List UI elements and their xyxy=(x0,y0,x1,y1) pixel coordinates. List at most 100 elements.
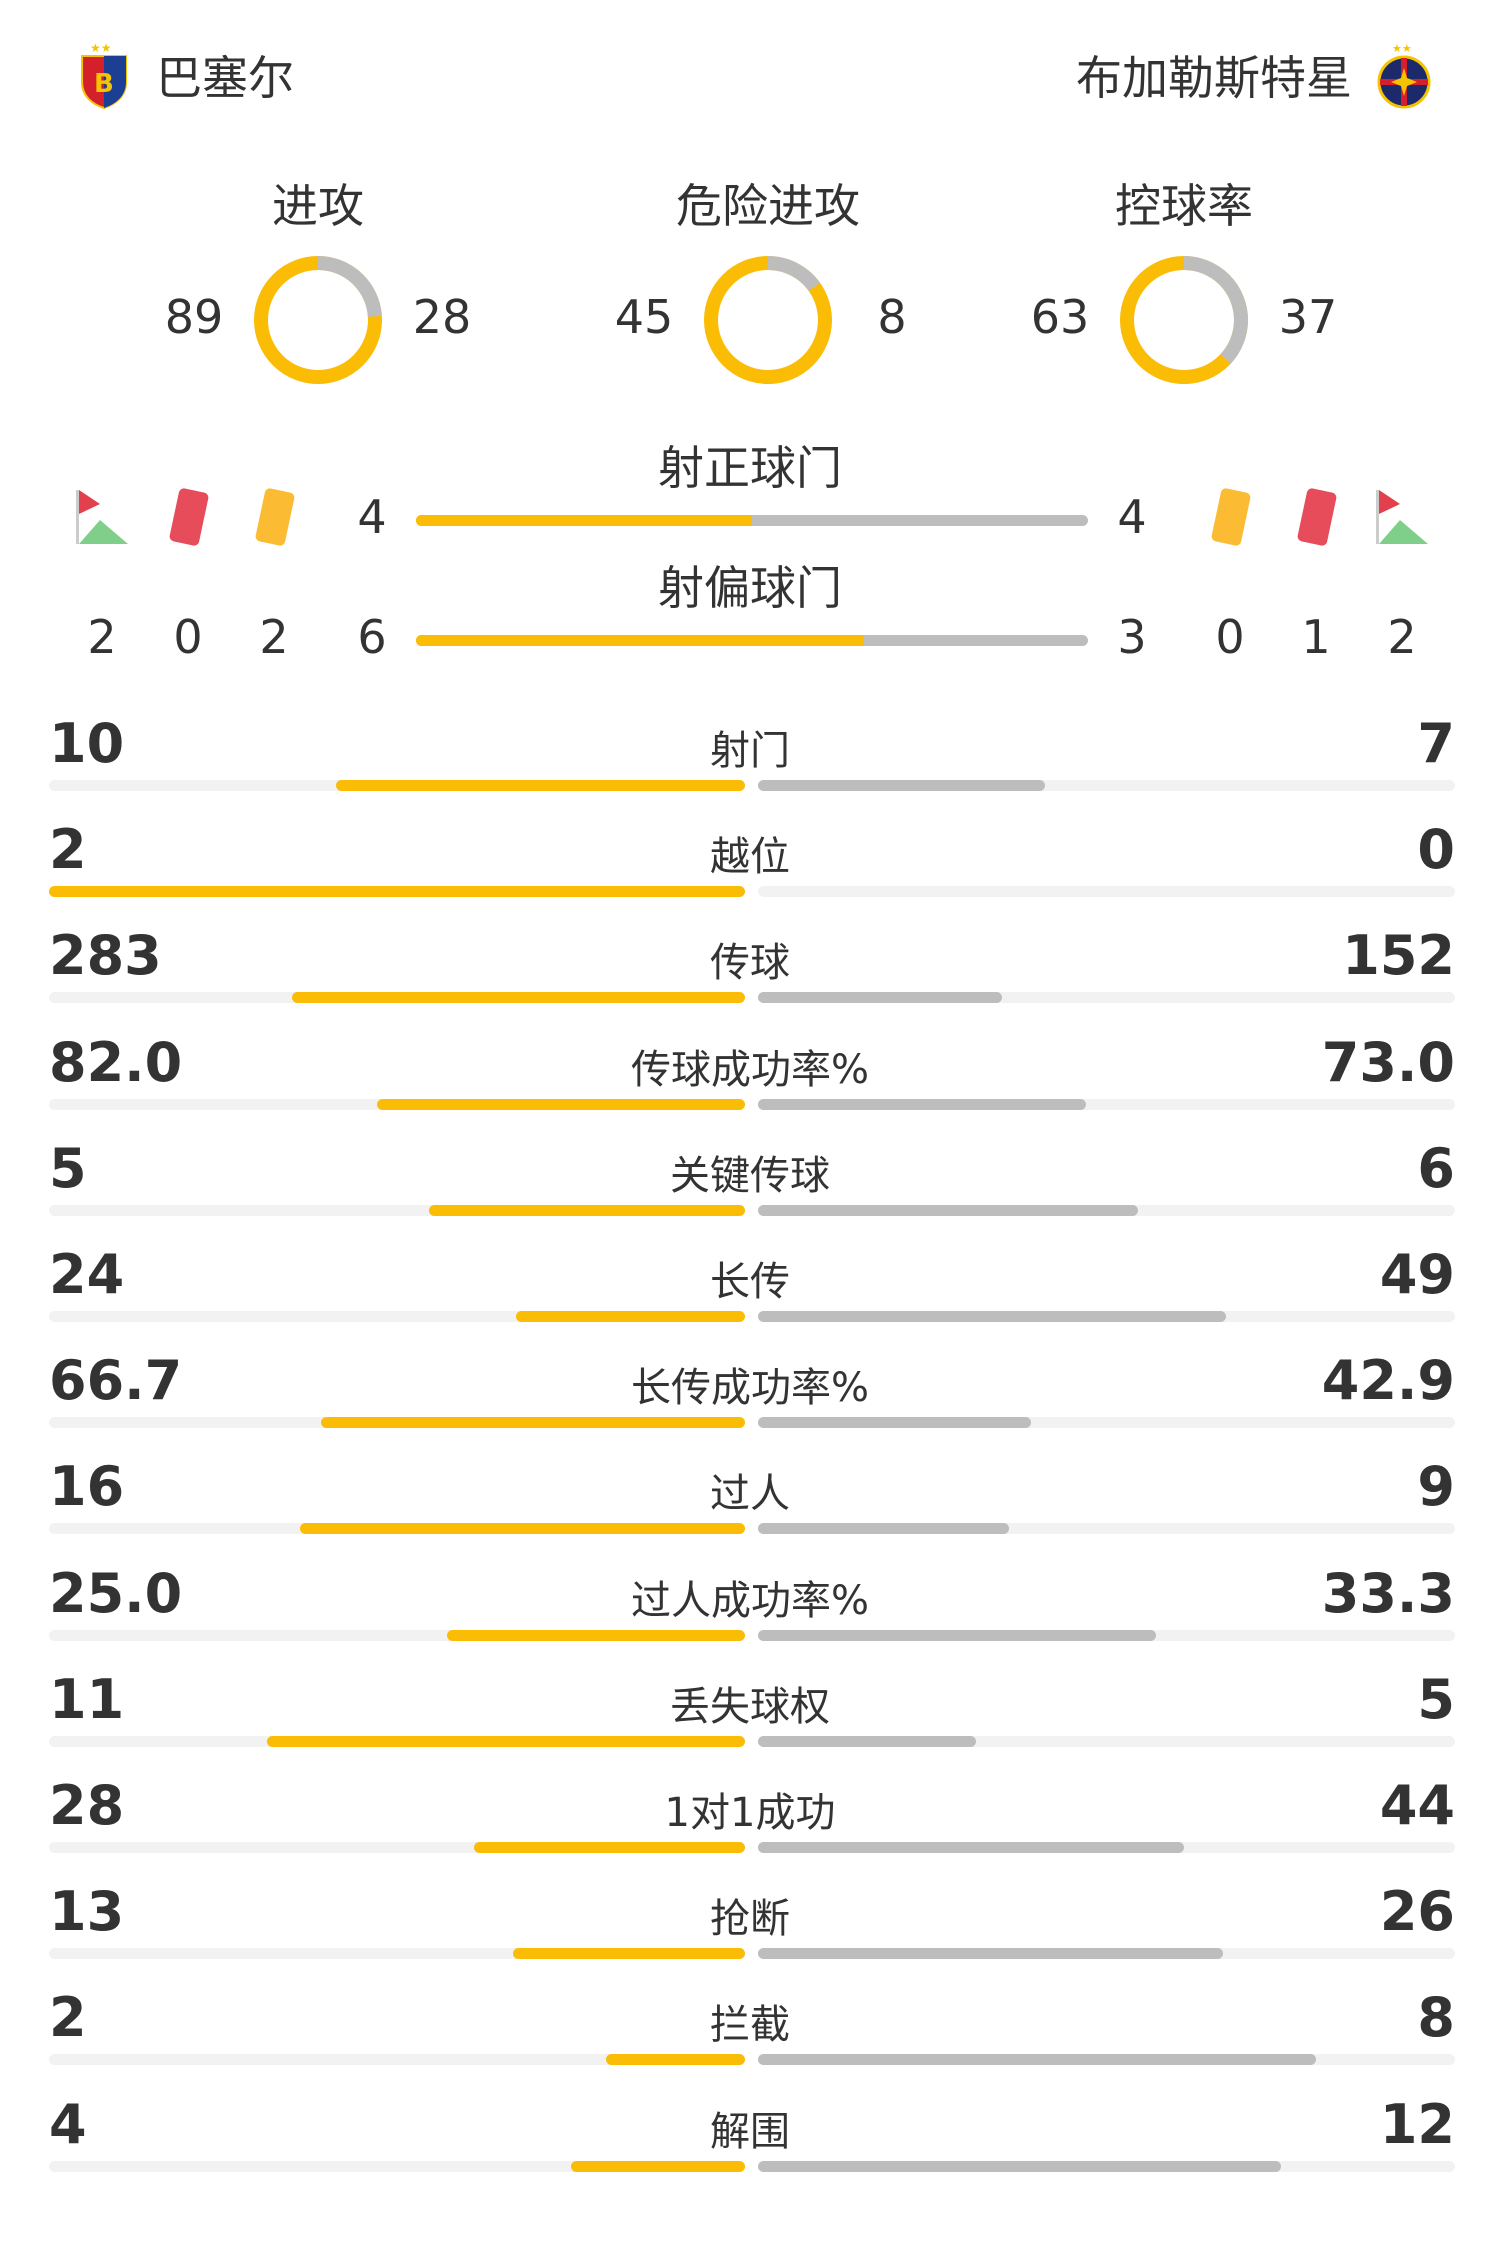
stat-row: 82.0 传球成功率% 73.0 xyxy=(0,1031,1500,1137)
stat-home-track xyxy=(49,1098,745,1110)
home-team[interactable]: ★★ B 巴塞尔 xyxy=(76,40,294,110)
away-team[interactable]: 布加勒斯特星 ★★ xyxy=(1076,40,1432,110)
stat-away-bar xyxy=(758,1417,1031,1429)
stat-label: 1对1成功 xyxy=(664,1790,836,1836)
home-shots-off: 6 xyxy=(357,610,387,664)
stat-label: 长传 xyxy=(710,1259,790,1305)
stat-row: 25.0 过人成功率% 33.3 xyxy=(0,1562,1500,1668)
stat-home-value: 28 xyxy=(49,1774,125,1837)
stat-row: 66.7 长传成功率% 42.9 xyxy=(0,1349,1500,1455)
stat-away-track xyxy=(758,1523,1455,1535)
stat-home-value: 2 xyxy=(49,1986,87,2050)
stat-label: 传球成功率% xyxy=(630,1046,869,1093)
stat-away-value: 33.3 xyxy=(1321,1561,1455,1625)
stat-home-value: 4 xyxy=(49,2092,87,2156)
stat-home-bar xyxy=(474,1842,745,1853)
stat-away-track xyxy=(758,1629,1455,1641)
stat-home-bar xyxy=(428,1204,745,1216)
stat-home-track xyxy=(49,1629,745,1641)
stat-label: 拦截 xyxy=(710,2002,790,2049)
home-corner-flag-icon xyxy=(76,490,128,544)
stat-label: 传球 xyxy=(710,940,790,987)
stat-away-value: 7 xyxy=(1417,712,1455,775)
stat-home-track xyxy=(49,886,745,898)
away-red-cards: 1 xyxy=(1301,610,1331,664)
stat-away-track xyxy=(758,1417,1455,1429)
stat-away-track xyxy=(758,1735,1455,1747)
stat-home-bar xyxy=(571,2160,745,2172)
stat-away-bar xyxy=(758,2054,1316,2066)
stat-away-track xyxy=(758,1204,1455,1216)
stat-label: 过人 xyxy=(710,1471,790,1518)
stat-away-value: 5 xyxy=(1417,1667,1455,1731)
stat-label: 关键传球 xyxy=(670,1152,830,1199)
stat-away-value: 8 xyxy=(1417,1986,1455,2050)
svg-text:B: B xyxy=(94,69,114,99)
away-yellow-card-icon xyxy=(1211,488,1251,546)
shots-on-target-label: 射正球门 xyxy=(658,441,842,495)
stat-away-bar xyxy=(758,1948,1223,1960)
stat-away-bar xyxy=(758,1098,1087,1110)
stat-away-value: 6 xyxy=(1417,1136,1455,1200)
home-red-card-icon xyxy=(169,488,209,546)
donut-chart xyxy=(1120,256,1248,384)
stat-away-track xyxy=(758,1098,1455,1110)
stat-home-bar xyxy=(605,2054,745,2066)
home-yellow-cards: 2 xyxy=(259,610,289,664)
stat-row: 16 过人 9 xyxy=(0,1455,1500,1561)
stat-home-value: 16 xyxy=(49,1455,125,1519)
stat-home-bar xyxy=(513,1948,745,1960)
donut-away-value: 28 xyxy=(412,290,472,344)
svg-text:★★: ★★ xyxy=(1392,42,1412,55)
donut-away-value: 37 xyxy=(1278,290,1338,344)
stat-away-bar xyxy=(758,1735,976,1747)
stat-row: 24 长传 49 xyxy=(0,1243,1500,1349)
stat-home-bar xyxy=(292,992,745,1004)
donut-title: 控球率 xyxy=(1115,179,1253,233)
stat-home-bar xyxy=(516,1311,745,1322)
stat-home-value: 13 xyxy=(49,1880,125,1944)
shots-off-target-label: 射偏球门 xyxy=(658,561,842,615)
stat-home-value: 283 xyxy=(49,924,162,988)
stat-away-bar xyxy=(758,2160,1281,2172)
stat-home-value: 25.0 xyxy=(49,1561,183,1625)
stat-home-track xyxy=(49,1735,745,1747)
donut-chart xyxy=(254,256,382,384)
stat-away-value: 26 xyxy=(1379,1880,1455,1944)
stat-label: 丢失球权 xyxy=(670,1683,830,1730)
stat-home-track xyxy=(49,780,745,791)
stat-away-track xyxy=(758,1948,1455,1960)
stat-away-track xyxy=(758,992,1455,1004)
stat-away-track xyxy=(758,1842,1455,1853)
home-team-name: 巴塞尔 xyxy=(156,51,294,105)
stat-home-value: 2 xyxy=(49,818,87,882)
stat-away-bar xyxy=(758,1629,1157,1641)
donut-home-value: 45 xyxy=(614,290,674,344)
stat-home-track xyxy=(49,2160,745,2172)
stat-away-value: 73.0 xyxy=(1321,1030,1455,1094)
stat-away-value: 12 xyxy=(1379,2092,1455,2156)
stat-row: 5 关键传球 6 xyxy=(0,1137,1500,1243)
stat-home-track xyxy=(49,992,745,1004)
stat-home-track xyxy=(49,1204,745,1216)
away-shots-off: 3 xyxy=(1117,610,1147,664)
stat-away-bar xyxy=(758,992,1002,1004)
away-corner-flag-icon xyxy=(1376,490,1428,544)
donut-away-arc xyxy=(1120,256,1248,384)
stat-away-bar xyxy=(758,1204,1139,1216)
stat-row: 13 抢断 26 xyxy=(0,1880,1500,1986)
stat-home-value: 82.0 xyxy=(49,1030,183,1094)
stat-home-value: 24 xyxy=(49,1243,125,1306)
donut-title: 危险进攻 xyxy=(676,179,860,233)
shots-on-home-fill xyxy=(416,515,752,526)
stat-home-bar xyxy=(335,780,745,791)
home-corners: 2 xyxy=(87,610,117,664)
stat-away-value: 42.9 xyxy=(1321,1349,1455,1413)
stat-row: 283 传球 152 xyxy=(0,924,1500,1030)
stat-away-value: 9 xyxy=(1417,1455,1455,1519)
fc-basel-crest-icon: ★★ B xyxy=(81,41,127,110)
stat-home-track xyxy=(49,1842,745,1853)
stat-away-bar xyxy=(758,780,1045,791)
stat-away-track xyxy=(758,2054,1455,2066)
stat-label: 解围 xyxy=(710,2108,790,2155)
